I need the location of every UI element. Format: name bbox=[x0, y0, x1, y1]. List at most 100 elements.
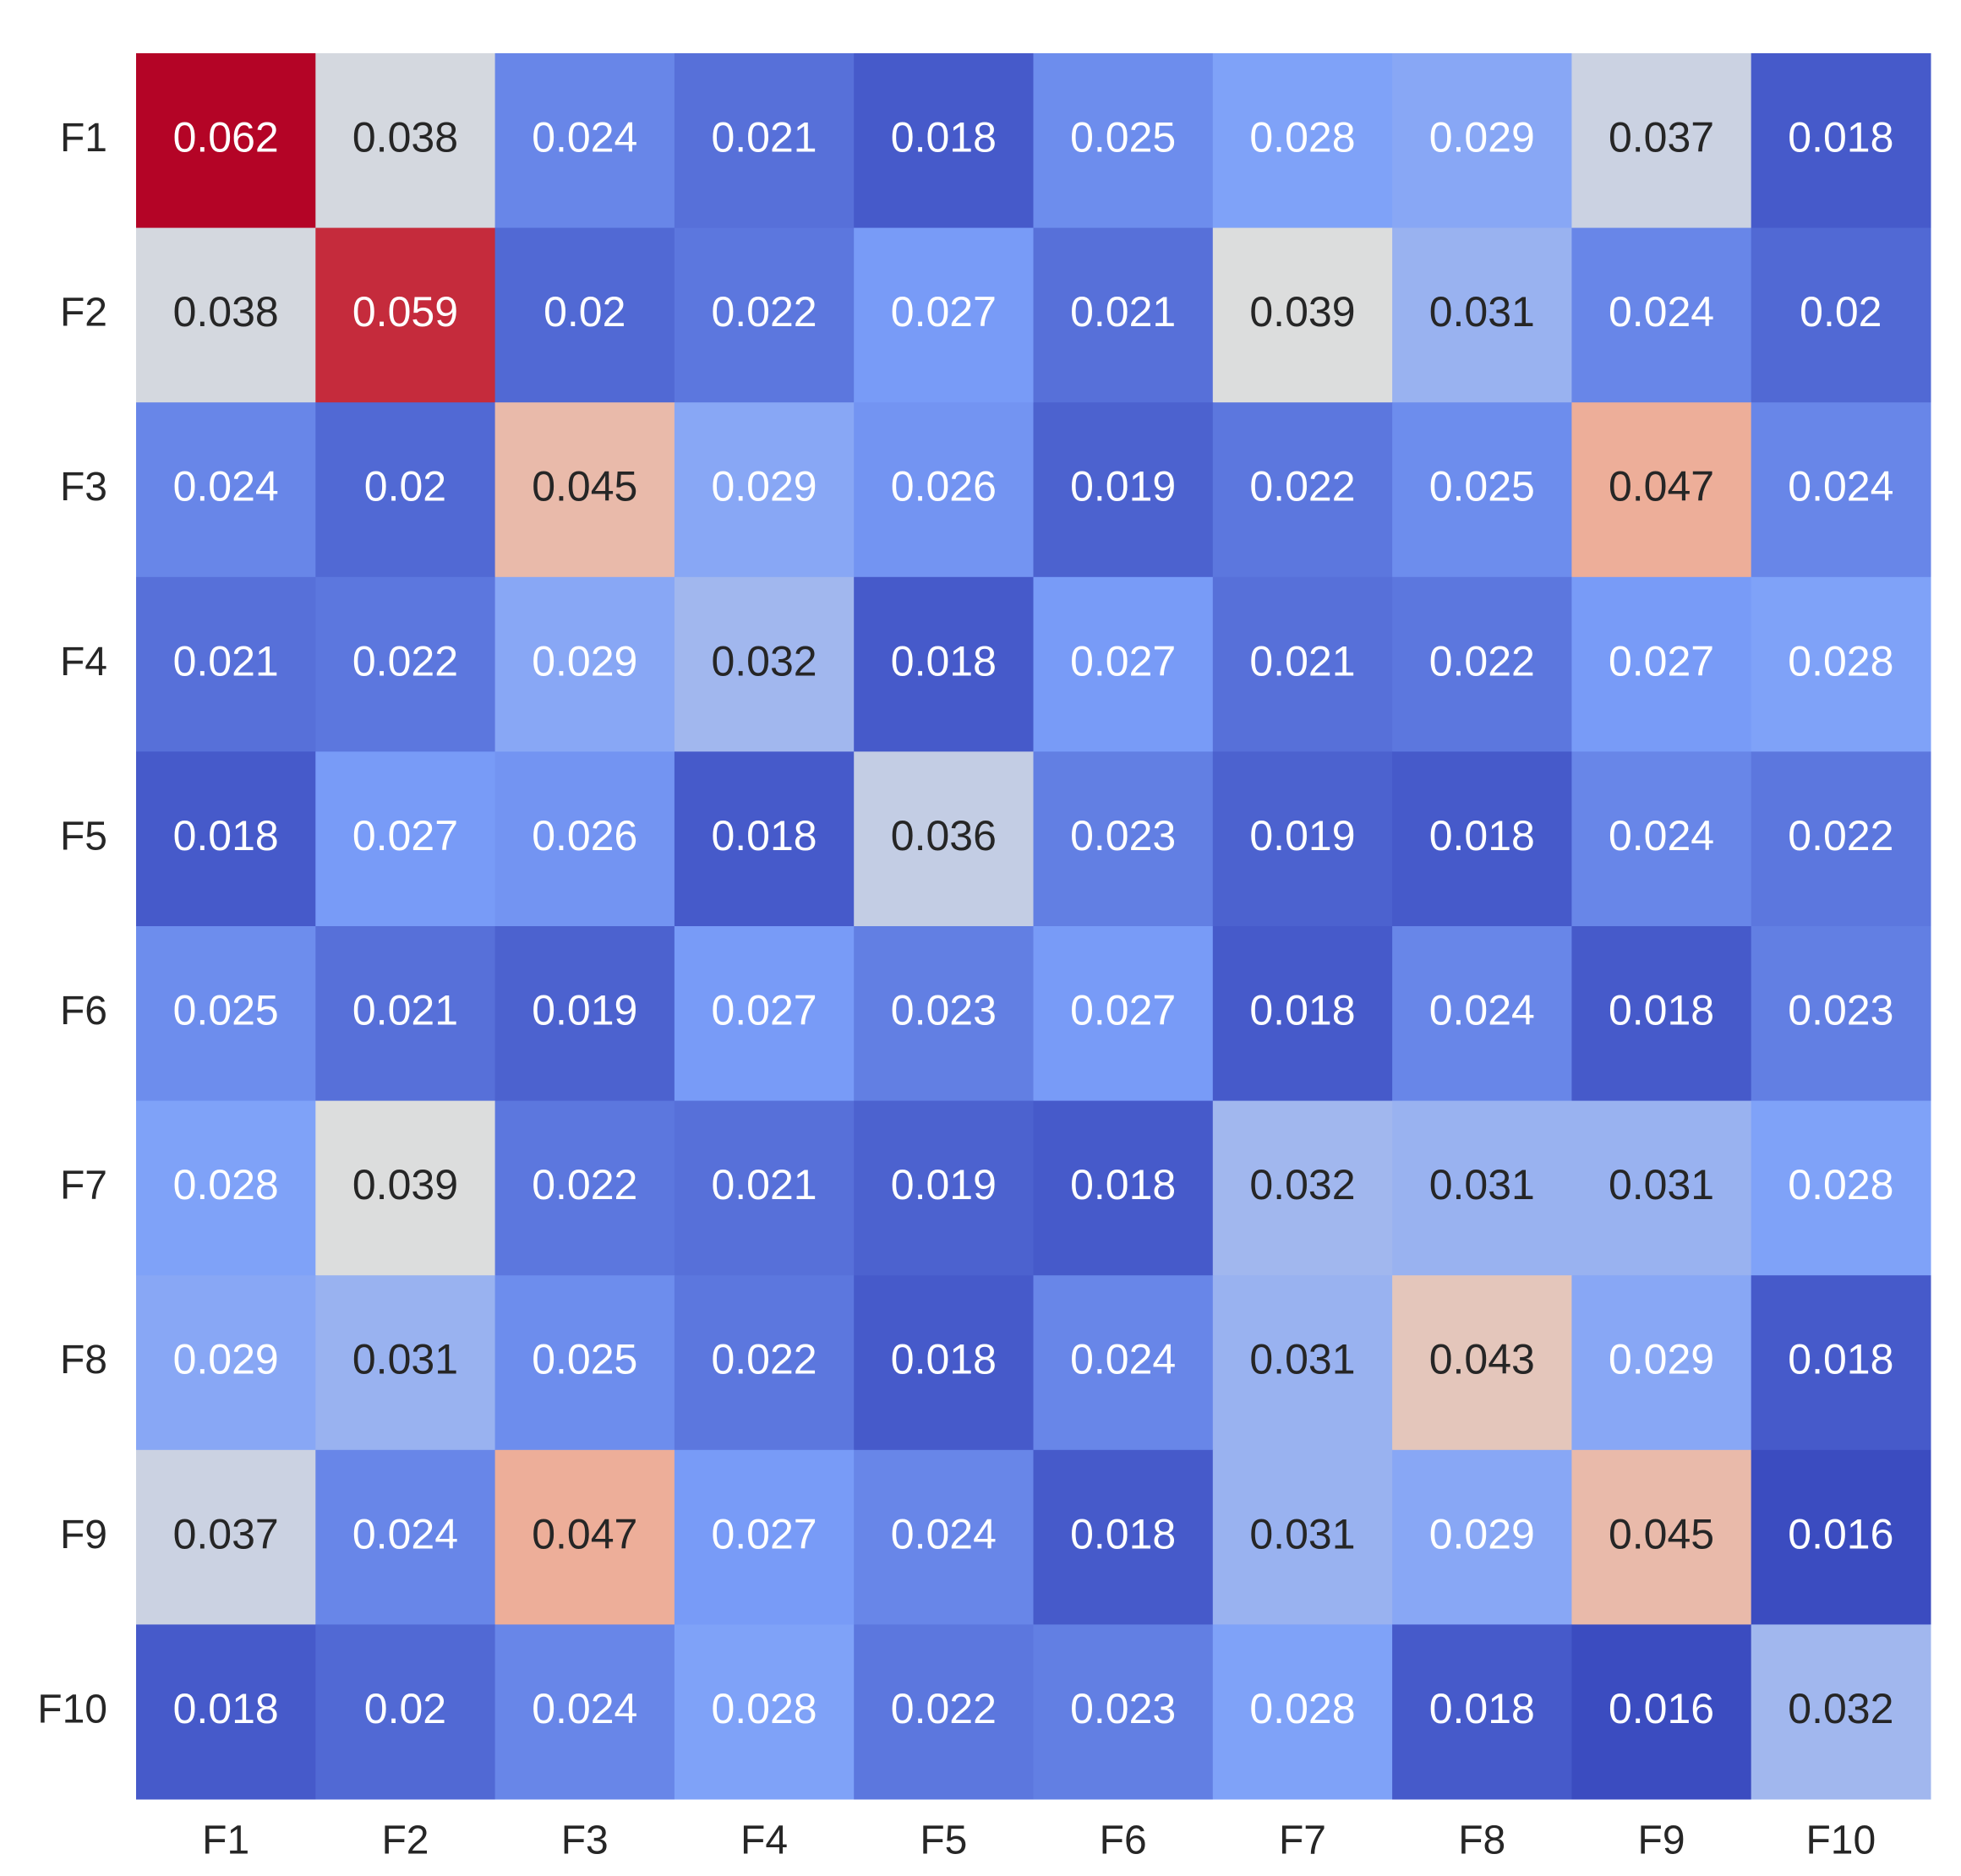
y-tick-label: F8 bbox=[60, 1338, 107, 1382]
heatmap-cell bbox=[1212, 227, 1393, 403]
cell-label: 0.031 bbox=[1429, 288, 1535, 335]
heatmap-cell bbox=[136, 751, 316, 927]
cell-label: 0.031 bbox=[1429, 1161, 1535, 1208]
cell-label: 0.029 bbox=[1429, 114, 1535, 161]
cell-label: 0.027 bbox=[1070, 987, 1176, 1034]
y-tick-label: F10 bbox=[37, 1687, 107, 1731]
heatmap-cell bbox=[1751, 402, 1931, 578]
cell-label: 0.028 bbox=[173, 1161, 279, 1208]
cell-label: 0.018 bbox=[711, 812, 817, 859]
cell-label: 0.027 bbox=[891, 288, 997, 335]
cell-label: 0.021 bbox=[1249, 637, 1355, 684]
heatmap-cell bbox=[1033, 576, 1214, 752]
cell-label: 0.027 bbox=[1609, 637, 1714, 684]
cell-label: 0.031 bbox=[1249, 1336, 1355, 1383]
heatmap-cell bbox=[1751, 1449, 1931, 1625]
heatmap-cell bbox=[136, 926, 316, 1102]
heatmap-cell bbox=[854, 751, 1034, 927]
heatmap-cell bbox=[494, 576, 675, 752]
heatmap-cell bbox=[1033, 1624, 1214, 1800]
heatmap-cell bbox=[494, 53, 675, 229]
cell-label: 0.059 bbox=[352, 288, 458, 335]
heatmap-cell bbox=[854, 227, 1034, 403]
cell-label: 0.024 bbox=[1609, 812, 1714, 859]
heatmap-cell bbox=[1751, 1100, 1931, 1276]
y-tick-label: F7 bbox=[60, 1164, 107, 1208]
cell-label: 0.019 bbox=[532, 987, 637, 1034]
heatmap-cell bbox=[1212, 751, 1393, 927]
heatmap-cell bbox=[1033, 1275, 1214, 1451]
cell-label: 0.026 bbox=[891, 463, 997, 510]
cell-label: 0.026 bbox=[532, 812, 637, 859]
cell-label: 0.018 bbox=[1788, 1336, 1893, 1383]
cell-label: 0.018 bbox=[1788, 114, 1893, 161]
heatmap-cell bbox=[674, 1100, 855, 1276]
cell-label: 0.019 bbox=[891, 1161, 997, 1208]
cell-label: 0.028 bbox=[1249, 1685, 1355, 1732]
heatmap-cell bbox=[1751, 751, 1931, 927]
heatmap-cell bbox=[1212, 402, 1393, 578]
heatmap-cell bbox=[136, 1100, 316, 1276]
cell-label: 0.023 bbox=[891, 987, 997, 1034]
cell-label: 0.031 bbox=[1249, 1510, 1355, 1557]
cell-label: 0.023 bbox=[1070, 812, 1176, 859]
heatmap-cell bbox=[315, 751, 496, 927]
heatmap-cell bbox=[854, 1100, 1034, 1276]
heatmap-cell bbox=[315, 1449, 496, 1625]
heatmap-cell bbox=[674, 402, 855, 578]
heatmap-cell bbox=[1392, 1624, 1572, 1800]
heatmap-cell bbox=[1571, 576, 1752, 752]
cell-label: 0.027 bbox=[711, 1510, 817, 1557]
heatmap-cell bbox=[494, 227, 675, 403]
cell-label: 0.036 bbox=[891, 812, 997, 859]
y-tick-label: F2 bbox=[60, 291, 107, 335]
x-tick-label: F8 bbox=[1458, 1819, 1505, 1863]
y-tick-label: F1 bbox=[60, 116, 107, 161]
heatmap-cell bbox=[315, 227, 496, 403]
heatmap-cell bbox=[494, 926, 675, 1102]
heatmap-cell bbox=[494, 1275, 675, 1451]
x-tick-label: F6 bbox=[1100, 1819, 1147, 1863]
heatmap-cell bbox=[674, 1275, 855, 1451]
heatmap-cell bbox=[136, 402, 316, 578]
heatmap-cell bbox=[1751, 53, 1931, 229]
cell-label: 0.022 bbox=[352, 637, 458, 684]
cell-label: 0.016 bbox=[1788, 1510, 1893, 1557]
heatmap-cell bbox=[1571, 402, 1752, 578]
cell-label: 0.038 bbox=[352, 114, 458, 161]
cell-label: 0.022 bbox=[711, 288, 817, 335]
heatmap-cell bbox=[674, 751, 855, 927]
cell-label: 0.024 bbox=[173, 463, 279, 510]
heatmap-cell bbox=[1392, 576, 1572, 752]
x-tick-label: F10 bbox=[1805, 1819, 1876, 1863]
heatmap-cell bbox=[854, 576, 1034, 752]
y-tick-label: F5 bbox=[60, 814, 107, 859]
heatmap-cell bbox=[1033, 1100, 1214, 1276]
heatmap-cell bbox=[494, 751, 675, 927]
cell-label: 0.029 bbox=[532, 637, 637, 684]
heatmap-cell bbox=[494, 1624, 675, 1800]
heatmap-cell bbox=[1751, 227, 1931, 403]
heatmap-cell bbox=[315, 402, 496, 578]
heatmap-cell bbox=[1392, 751, 1572, 927]
cell-label: 0.028 bbox=[711, 1685, 817, 1732]
cell-label: 0.022 bbox=[532, 1161, 637, 1208]
heatmap-cell bbox=[136, 227, 316, 403]
y-tick-label: F3 bbox=[60, 465, 107, 510]
cell-label: 0.024 bbox=[1070, 1336, 1176, 1383]
heatmap-cell bbox=[1392, 1275, 1572, 1451]
heatmap-cell bbox=[136, 1449, 316, 1625]
cell-label: 0.038 bbox=[173, 288, 279, 335]
cell-label: 0.021 bbox=[1070, 288, 1176, 335]
cell-label: 0.039 bbox=[1249, 288, 1355, 335]
cell-label: 0.018 bbox=[173, 812, 279, 859]
heatmap-cell bbox=[674, 227, 855, 403]
cell-label: 0.027 bbox=[1070, 637, 1176, 684]
heatmap-cell bbox=[674, 926, 855, 1102]
cell-label: 0.018 bbox=[1070, 1161, 1176, 1208]
cell-label: 0.029 bbox=[173, 1336, 279, 1383]
cell-label: 0.018 bbox=[891, 1336, 997, 1383]
heatmap-cell bbox=[1212, 576, 1393, 752]
cell-label: 0.023 bbox=[1788, 987, 1893, 1034]
heatmap-cell bbox=[1212, 53, 1393, 229]
